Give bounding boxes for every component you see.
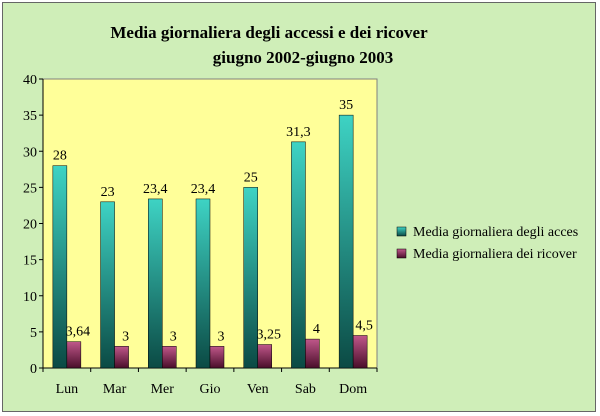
- x-tick-label: Lun: [56, 382, 79, 397]
- x-axis: Lun Mar Mer Gio Ven Sab Dom: [42, 367, 378, 397]
- data-label-series-0: 28: [53, 149, 67, 164]
- y-tick-label: 5: [30, 326, 37, 341]
- y-tick-label: 0: [30, 362, 37, 377]
- data-label-series-0: 25: [244, 170, 258, 185]
- data-label-series-1: 4,5: [355, 318, 373, 333]
- data-label-series-1: 3: [218, 329, 225, 344]
- bar-series-0: [52, 165, 68, 369]
- x-tick-label: Dom: [339, 382, 367, 397]
- data-label-series-0: 23: [101, 185, 115, 200]
- bar-series-0: [148, 198, 163, 369]
- legend: Media giornaliera degli acces Media gior…: [396, 225, 578, 262]
- bar-series-1: [66, 341, 82, 369]
- bar-series-1: [257, 344, 272, 369]
- bar-series-1: [352, 335, 368, 369]
- y-tick-label: 25: [23, 181, 37, 196]
- data-label-series-1: 3,25: [256, 328, 281, 343]
- x-tick-label: Mar: [103, 382, 127, 397]
- data-label-series-0: 23,4: [143, 182, 168, 197]
- chart-area: Media giornaliera degli accessi e dei ri…: [2, 2, 596, 412]
- bar-series-0: [195, 198, 211, 369]
- y-tick-label: 10: [23, 290, 37, 305]
- data-label-series-1: 3: [122, 329, 129, 344]
- y-tick-label: 40: [23, 73, 37, 88]
- legend-swatch-accessi: [396, 226, 407, 237]
- data-label-series-0: 23,4: [191, 182, 216, 197]
- chart-subtitle: giugno 2002-giugno 2003: [213, 48, 393, 67]
- data-label-series-1: 3,64: [66, 325, 91, 340]
- bar-series-1: [162, 346, 177, 369]
- bar-series-1: [305, 338, 320, 369]
- y-tick-label: 30: [23, 145, 37, 160]
- bar-series-1: [114, 346, 129, 369]
- data-label-series-0: 35: [339, 98, 353, 113]
- x-tick-label: Gio: [200, 382, 221, 397]
- bar-series-0: [100, 201, 115, 369]
- data-label-series-1: 4: [313, 322, 320, 337]
- y-tick-label: 20: [23, 218, 37, 233]
- bars: [52, 114, 368, 369]
- x-tick-label: Mer: [151, 382, 175, 397]
- bar-series-0: [338, 114, 354, 369]
- legend-swatch-ricoveri: [396, 248, 407, 259]
- legend-label-accessi: Media giornaliera degli acces: [413, 225, 578, 240]
- data-label-series-1: 3: [170, 329, 177, 344]
- data-labels: 28 3,64 23 3 23,4 3 23,4 3 25 3,25 31,3 4 35 4,5: [53, 98, 373, 344]
- y-tick-label: 35: [23, 109, 37, 124]
- legend-label-ricoveri: Media giornaliera dei ricover: [413, 247, 577, 262]
- x-tick-label: Sab: [295, 382, 316, 397]
- chart-title: Media giornaliera degli accessi e dei ri…: [110, 23, 428, 42]
- bar-series-0: [243, 187, 258, 369]
- y-axis: 0 5 10 15 20 25 30 35 40: [23, 73, 44, 377]
- bar-series-1: [209, 346, 225, 369]
- chart: Media giornaliera degli accessi e dei ri…: [23, 23, 578, 397]
- x-tick-label: Ven: [247, 382, 269, 397]
- data-label-series-0: 31,3: [286, 125, 311, 140]
- y-tick-label: 15: [23, 254, 37, 269]
- bar-series-0: [291, 141, 306, 369]
